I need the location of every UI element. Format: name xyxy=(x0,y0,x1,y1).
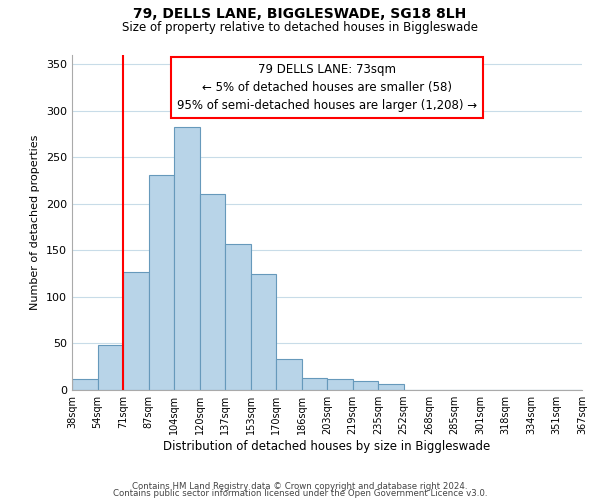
Bar xyxy=(72,379,97,390)
Bar xyxy=(149,175,174,390)
Bar xyxy=(199,194,225,390)
Bar xyxy=(123,272,149,390)
Bar xyxy=(174,126,199,390)
Bar xyxy=(225,244,251,390)
X-axis label: Distribution of detached houses by size in Biggleswade: Distribution of detached houses by size … xyxy=(163,440,491,453)
Bar xyxy=(276,360,302,390)
Bar xyxy=(353,380,378,390)
Bar xyxy=(378,384,404,390)
Text: 79 DELLS LANE: 73sqm
← 5% of detached houses are smaller (58)
95% of semi-detach: 79 DELLS LANE: 73sqm ← 5% of detached ho… xyxy=(177,64,477,112)
Bar xyxy=(327,379,353,390)
Bar xyxy=(251,274,276,390)
Y-axis label: Number of detached properties: Number of detached properties xyxy=(31,135,40,310)
Text: Contains public sector information licensed under the Open Government Licence v3: Contains public sector information licen… xyxy=(113,489,487,498)
Text: Contains HM Land Registry data © Crown copyright and database right 2024.: Contains HM Land Registry data © Crown c… xyxy=(132,482,468,491)
Bar xyxy=(97,346,123,390)
Bar xyxy=(302,378,327,390)
Text: 79, DELLS LANE, BIGGLESWADE, SG18 8LH: 79, DELLS LANE, BIGGLESWADE, SG18 8LH xyxy=(133,8,467,22)
Text: Size of property relative to detached houses in Biggleswade: Size of property relative to detached ho… xyxy=(122,21,478,34)
